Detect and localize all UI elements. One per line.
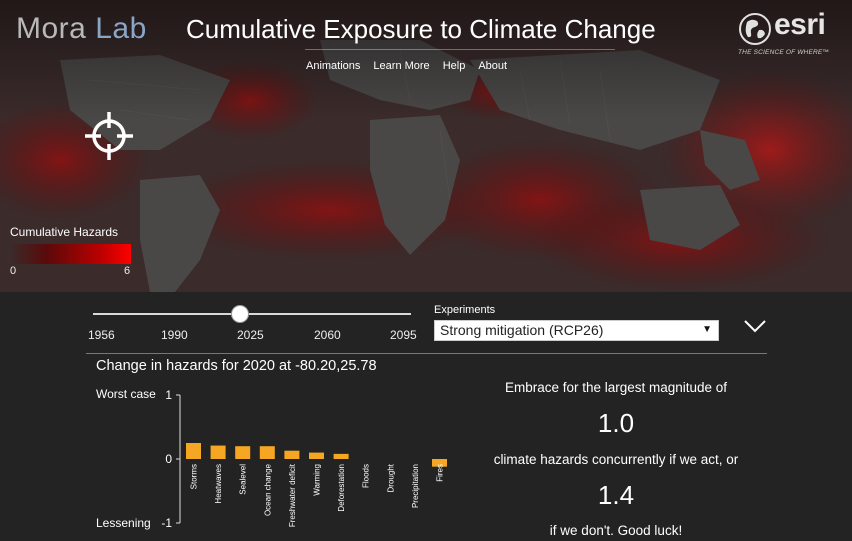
year-tick: 1956 [88, 328, 115, 342]
year-tick: 2095 [390, 328, 417, 342]
top-nav: Animations Learn More Help About [306, 60, 507, 72]
map-canvas[interactable] [0, 0, 852, 292]
summary-value-act: 1.0 [597, 408, 635, 438]
year-slider-thumb[interactable] [231, 305, 249, 323]
bar [309, 452, 324, 459]
bar [284, 450, 300, 459]
brand-logo: Mora Lab [16, 12, 147, 46]
nav-about[interactable]: About [478, 60, 508, 72]
x-tick-label: Fires [436, 464, 445, 482]
bar [210, 445, 226, 459]
x-tick-label: Sealevel [239, 464, 248, 495]
x-tick-label: Floods [362, 464, 371, 488]
year-slider-track[interactable] [93, 313, 411, 315]
esri-tagline: THE SCIENCE OF WHERE™ [738, 49, 830, 56]
experiments-select[interactable]: Strong mitigation (RCP26) ▼ [434, 320, 719, 341]
year-tick: 2025 [237, 328, 264, 342]
year-tick: 2060 [314, 328, 341, 342]
title-divider [305, 49, 615, 50]
x-tick-label: Freshwater deficit [288, 463, 297, 527]
experiments-label: Experiments [434, 304, 496, 316]
page-title: Cumulative Exposure to Climate Change [186, 14, 656, 44]
legend-title: Cumulative Hazards [10, 225, 119, 239]
legend-max: 6 [124, 265, 131, 277]
summary-line1: Embrace for the largest magnitude of [504, 380, 728, 395]
location-crosshair-icon[interactable] [85, 112, 133, 160]
summary-line3: if we don't. Good luck! [549, 523, 683, 538]
hazard-map[interactable]: Mora Lab Cumulative Exposure to Climate … [0, 0, 852, 292]
bar [333, 453, 349, 459]
dropdown-caret-icon: ▼ [702, 324, 712, 335]
esri-wordmark: esri [774, 8, 826, 41]
nav-learn-more[interactable]: Learn More [373, 60, 430, 72]
legend-min: 0 [10, 265, 17, 277]
y-tick-label: -1 [161, 516, 172, 530]
x-tick-label: Drought [386, 463, 395, 492]
brand-part2: Lab [95, 12, 147, 45]
bar [432, 459, 447, 467]
y-label-top: Worst case [96, 387, 156, 401]
x-tick-label: Deforestation [337, 464, 346, 512]
y-tick-label: 1 [165, 388, 172, 402]
collapse-chevron-icon[interactable] [743, 318, 767, 334]
summary-line2: climate hazards concurrently if we act, … [493, 452, 739, 467]
legend-colorbar [10, 244, 131, 264]
experiments-selected-value: Strong mitigation (RCP26) [440, 322, 604, 338]
map-legend: Cumulative Hazards 0 6 [10, 225, 131, 277]
year-tick: 1990 [161, 328, 188, 342]
globe-icon [739, 13, 771, 45]
esri-logo[interactable]: esri THE SCIENCE OF WHERE™ [738, 8, 838, 62]
y-label-bottom: Lessening [96, 516, 151, 530]
summary-value-noact: 1.4 [597, 480, 635, 510]
bar [259, 446, 275, 459]
nav-help[interactable]: Help [442, 60, 466, 72]
change-title: Change in hazards for 2020 at -80.20,25.… [96, 358, 377, 374]
x-tick-label: Heatwaves [214, 464, 223, 504]
x-tick-label: Ocean change [263, 463, 272, 516]
x-tick-label: Warming [313, 464, 322, 496]
x-tick-label: Precipitation [411, 464, 420, 508]
hazard-change-chart: 1 0 -1 Worst case Lessening Storms Heatwaves Se… [96, 387, 447, 530]
brand-part1: Mora [16, 12, 87, 45]
x-tick-label: Storms [190, 464, 199, 489]
panel-divider [86, 353, 767, 354]
nav-animations[interactable]: Animations [306, 60, 361, 72]
bar [235, 446, 251, 459]
y-tick-label: 0 [165, 452, 172, 466]
bar [186, 443, 201, 459]
